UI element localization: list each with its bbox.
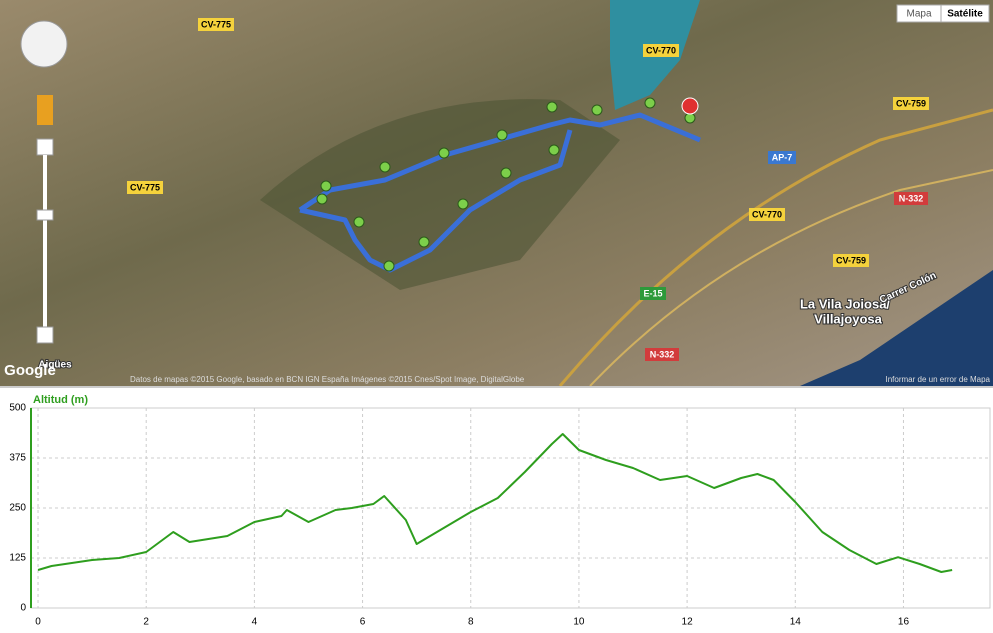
y-tick-label: 250 bbox=[9, 503, 26, 514]
marker[interactable] bbox=[353, 216, 365, 228]
marker[interactable] bbox=[644, 97, 656, 109]
street-view-pegman[interactable] bbox=[37, 95, 53, 125]
road-label: CV-770 bbox=[646, 45, 676, 55]
mountains bbox=[260, 99, 620, 291]
x-tick-label: 2 bbox=[143, 617, 149, 628]
attribution: Datos de mapas ©2015 Google, basado en B… bbox=[130, 375, 525, 384]
highway bbox=[558, 108, 993, 386]
chart-background bbox=[0, 386, 993, 633]
start-marker[interactable] bbox=[681, 97, 699, 115]
x-tick-label: 14 bbox=[790, 617, 802, 628]
map-type-control: Mapa Satélite bbox=[896, 4, 990, 23]
marker[interactable] bbox=[418, 236, 430, 248]
pan-control[interactable] bbox=[20, 20, 68, 68]
road-label: N-332 bbox=[650, 349, 675, 359]
place-label: La Vila Joiosa/ bbox=[800, 296, 890, 311]
road-label: CV-775 bbox=[130, 182, 160, 192]
marker[interactable] bbox=[457, 198, 469, 210]
button[interactable] bbox=[940, 4, 990, 23]
route bbox=[298, 112, 701, 273]
marker[interactable] bbox=[546, 101, 558, 113]
marker[interactable] bbox=[548, 144, 560, 156]
marker[interactable] bbox=[383, 260, 395, 272]
sea bbox=[800, 270, 993, 386]
x-tick-label: 6 bbox=[360, 617, 366, 628]
logo: Google bbox=[4, 362, 56, 379]
road-label: CV-759 bbox=[896, 98, 926, 108]
road bbox=[589, 169, 993, 386]
road-label: CV-775 bbox=[201, 19, 231, 29]
x-tick-label: 10 bbox=[573, 617, 585, 628]
elevation-chart: Altitud (m) 0 125 250 375 500 0 2 4 6 8 10 12 14 16 bbox=[0, 386, 993, 633]
road-label: N-332 bbox=[899, 193, 924, 203]
x-tick-label: 4 bbox=[252, 617, 258, 628]
zoom-in[interactable] bbox=[36, 138, 54, 156]
x-tick-label: 16 bbox=[898, 617, 910, 628]
x-tick-label: 0 bbox=[35, 617, 41, 628]
zoom-handle[interactable] bbox=[36, 209, 54, 221]
marker[interactable] bbox=[591, 104, 603, 116]
road-label: CV-770 bbox=[752, 209, 782, 219]
map[interactable]: CV-775 CV-775 CV-770 CV-759 AP-7 CV-770 … bbox=[0, 0, 993, 386]
road-label: CV-759 bbox=[836, 255, 866, 265]
markers bbox=[316, 97, 696, 272]
marker[interactable] bbox=[379, 161, 391, 173]
road-label: AP-7 bbox=[772, 152, 793, 162]
zoom-control bbox=[20, 20, 68, 344]
marker[interactable] bbox=[500, 167, 512, 179]
line bbox=[37, 433, 953, 573]
marker[interactable] bbox=[316, 193, 328, 205]
marker[interactable] bbox=[438, 147, 450, 159]
zoom-out[interactable] bbox=[36, 326, 54, 344]
road-label: E-15 bbox=[643, 288, 662, 298]
y-tick-label: 500 bbox=[9, 403, 26, 414]
marker[interactable] bbox=[320, 180, 332, 192]
marker[interactable] bbox=[496, 129, 508, 141]
chart-title: Altitud (m) bbox=[33, 394, 88, 406]
place-label: Villajoyosa bbox=[814, 311, 882, 326]
button-label[interactable]: Mapa bbox=[906, 9, 931, 20]
y-tick-label: 375 bbox=[9, 453, 26, 464]
report-link[interactable]: Informar de un error de Mapa bbox=[886, 375, 991, 384]
button-label[interactable]: Satélite bbox=[947, 9, 983, 20]
x-tick-label: 8 bbox=[468, 617, 474, 628]
road-labels: CV-775 CV-775 CV-770 CV-759 AP-7 CV-770 … bbox=[127, 18, 929, 361]
place-label: Aigües bbox=[38, 360, 72, 371]
y-tick-label: 0 bbox=[20, 603, 26, 614]
x-tick-label: 12 bbox=[682, 617, 694, 628]
y-tick-label: 125 bbox=[9, 553, 26, 564]
